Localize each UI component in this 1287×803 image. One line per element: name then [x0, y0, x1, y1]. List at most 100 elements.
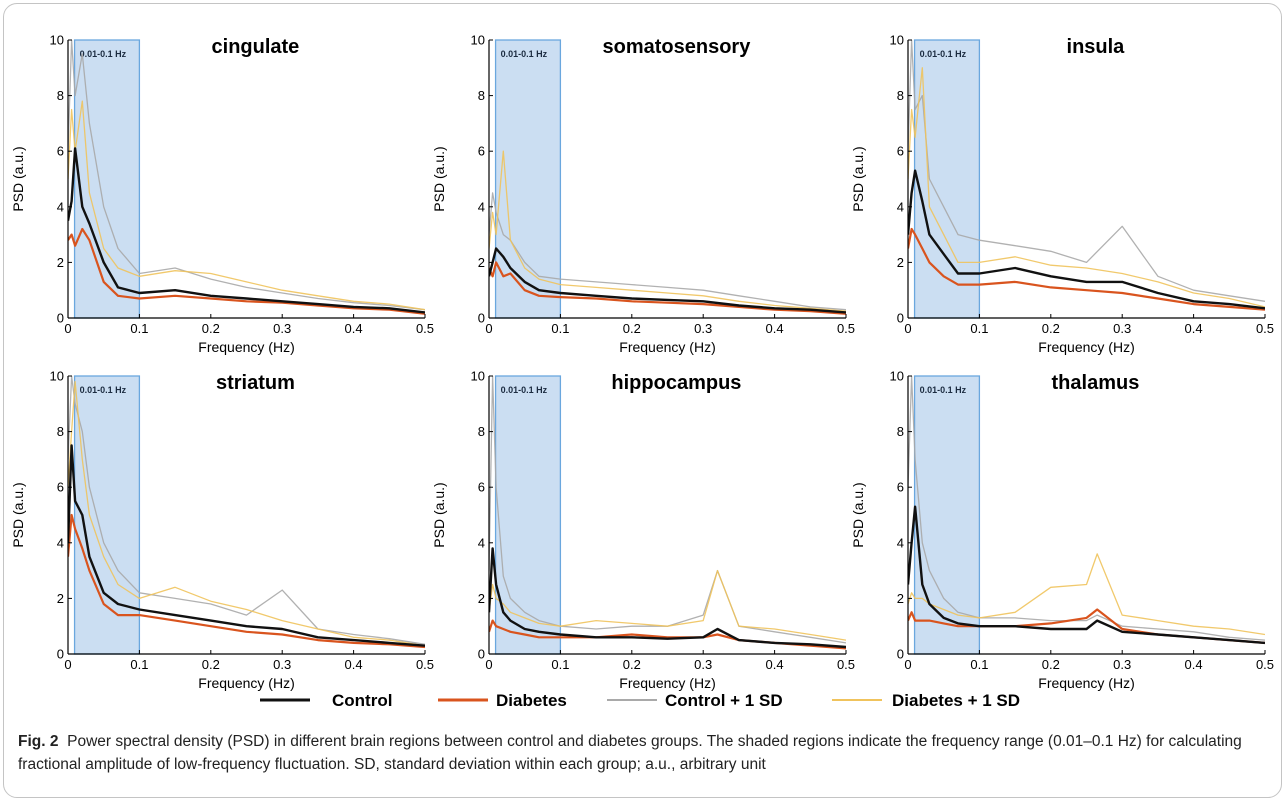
- x-tick-label: 0.5: [1256, 657, 1274, 672]
- band-shade: [73, 39, 141, 319]
- y-tick-label: 4: [57, 535, 64, 550]
- y-tick-label: 4: [478, 199, 485, 214]
- y-tick-label: 2: [57, 255, 64, 270]
- figure-frame: [3, 3, 1282, 798]
- series-line-control-sd: [489, 376, 846, 644]
- x-tick-label: 0.1: [551, 657, 569, 672]
- y-tick-label: 2: [897, 591, 904, 606]
- y-tick-label: 8: [478, 424, 485, 439]
- x-tick-label: 0.3: [1113, 657, 1131, 672]
- legend: Control Diabetes Control + 1 SD Diabetes + …: [260, 691, 1020, 710]
- y-tick-label: 6: [57, 144, 64, 159]
- figure-label: Fig. 2: [18, 733, 59, 750]
- y-axis-label: PSD (a.u.): [10, 482, 26, 547]
- x-axis-label: Frequency (Hz): [619, 675, 715, 691]
- band-label: 0.01-0.1 Hz: [920, 385, 967, 395]
- band-label: 0.01-0.1 Hz: [920, 49, 967, 59]
- series-line-control: [68, 444, 425, 647]
- panel-title: insula: [1067, 36, 1126, 58]
- y-tick-label: 2: [478, 255, 485, 270]
- figure-caption: Fig. 2 Power spectral density (PSD) in d…: [18, 730, 1268, 776]
- x-tick-label: 0.2: [1042, 657, 1060, 672]
- x-tick-label: 0.4: [766, 321, 784, 336]
- x-tick-label: 0: [904, 321, 911, 336]
- series-line-diabetes-sd: [908, 67, 1265, 308]
- y-tick-label: 8: [57, 424, 64, 439]
- x-tick-label: 0.3: [694, 657, 712, 672]
- y-tick-label: 10: [890, 369, 904, 384]
- y-tick-label: 8: [897, 88, 904, 103]
- y-tick-label: 10: [890, 33, 904, 48]
- x-tick-label: 0: [904, 657, 911, 672]
- y-tick-label: 0: [478, 311, 485, 326]
- series-line-diabetes-sd: [489, 150, 846, 312]
- y-tick-label: 6: [57, 480, 64, 495]
- band-shade: [913, 375, 981, 655]
- x-tick-label: 0: [485, 657, 492, 672]
- x-tick-label: 0.5: [837, 321, 855, 336]
- panel-somatosensory: 0.01-0.1 Hz 0 0.1 0.2 0.3 0.4 0.5 0 2 4 6 8 10 Freque…: [431, 33, 855, 356]
- x-tick-label: 0.4: [766, 657, 784, 672]
- x-tick-label: 0.2: [623, 321, 641, 336]
- legend-label-diabetes: Diabetes: [496, 691, 567, 710]
- panel-insula: 0.01-0.1 Hz 0 0.1 0.2 0.3 0.4 0.5 0 2 4 6 8 10 Freque…: [850, 33, 1274, 356]
- band-shade: [73, 375, 141, 655]
- y-tick-label: 0: [897, 647, 904, 662]
- x-tick-label: 0.3: [694, 321, 712, 336]
- x-tick-label: 0.1: [551, 321, 569, 336]
- y-tick-label: 2: [478, 591, 485, 606]
- panel-thalamus: 0.01-0.1 Hz 0 0.1 0.2 0.3 0.4 0.5 0 2 4 6 8 10 Freque…: [850, 369, 1274, 692]
- x-tick-label: 0.4: [345, 321, 363, 336]
- x-tick-label: 0.1: [130, 657, 148, 672]
- y-tick-label: 2: [897, 255, 904, 270]
- series-line-diabetes: [68, 227, 425, 315]
- series-line-control-sd: [489, 192, 846, 311]
- panel-title: somatosensory: [603, 36, 752, 58]
- y-tick-label: 0: [57, 647, 64, 662]
- x-axis-label: Frequency (Hz): [198, 339, 294, 355]
- y-tick-label: 4: [57, 199, 64, 214]
- x-tick-label: 0.5: [416, 657, 434, 672]
- series-line-diabetes-sd: [908, 553, 1265, 636]
- band-shade: [494, 39, 562, 319]
- x-tick-label: 0.2: [623, 657, 641, 672]
- panel-title: thalamus: [1052, 372, 1140, 394]
- x-axis-label: Frequency (Hz): [1038, 675, 1134, 691]
- band-label: 0.01-0.1 Hz: [80, 385, 127, 395]
- x-tick-label: 0.2: [202, 321, 220, 336]
- y-tick-label: 8: [478, 88, 485, 103]
- y-tick-label: 10: [471, 369, 485, 384]
- panel-striatum: 0.01-0.1 Hz 0 0.1 0.2 0.3 0.4 0.5 0 2 4 6 8 10 Freque…: [10, 369, 434, 692]
- x-tick-label: 0.4: [345, 657, 363, 672]
- x-tick-label: 0.1: [970, 657, 988, 672]
- series-line-control: [908, 169, 1265, 310]
- series-line-diabetes: [489, 261, 846, 315]
- y-tick-label: 2: [57, 591, 64, 606]
- x-tick-label: 0.3: [273, 657, 291, 672]
- y-tick-label: 4: [897, 535, 904, 550]
- series-line-diabetes-sd: [68, 380, 425, 647]
- x-axis-label: Frequency (Hz): [198, 675, 294, 691]
- series-line-diabetes-sd: [68, 100, 425, 311]
- x-tick-label: 0.4: [1185, 321, 1203, 336]
- band-shade: [913, 39, 981, 319]
- y-tick-label: 10: [471, 33, 485, 48]
- x-tick-label: 0.5: [1256, 321, 1274, 336]
- series-line-control: [489, 247, 846, 314]
- x-tick-label: 0.3: [273, 321, 291, 336]
- series-line-control-sd: [68, 40, 425, 311]
- y-tick-label: 0: [478, 647, 485, 662]
- series-line-diabetes: [68, 513, 425, 649]
- x-tick-label: 0.5: [416, 321, 434, 336]
- legend-label-diabetes-sd: Diabetes + 1 SD: [892, 691, 1020, 710]
- legend-label-control: Control: [332, 691, 392, 710]
- panel-title: cingulate: [212, 36, 300, 58]
- x-axis-label: Frequency (Hz): [1038, 339, 1134, 355]
- x-tick-label: 0: [64, 321, 71, 336]
- x-tick-label: 0.5: [837, 657, 855, 672]
- y-tick-label: 8: [57, 88, 64, 103]
- band-label: 0.01-0.1 Hz: [501, 49, 548, 59]
- y-tick-label: 10: [50, 33, 64, 48]
- series-line-control: [489, 547, 846, 649]
- y-tick-label: 0: [897, 311, 904, 326]
